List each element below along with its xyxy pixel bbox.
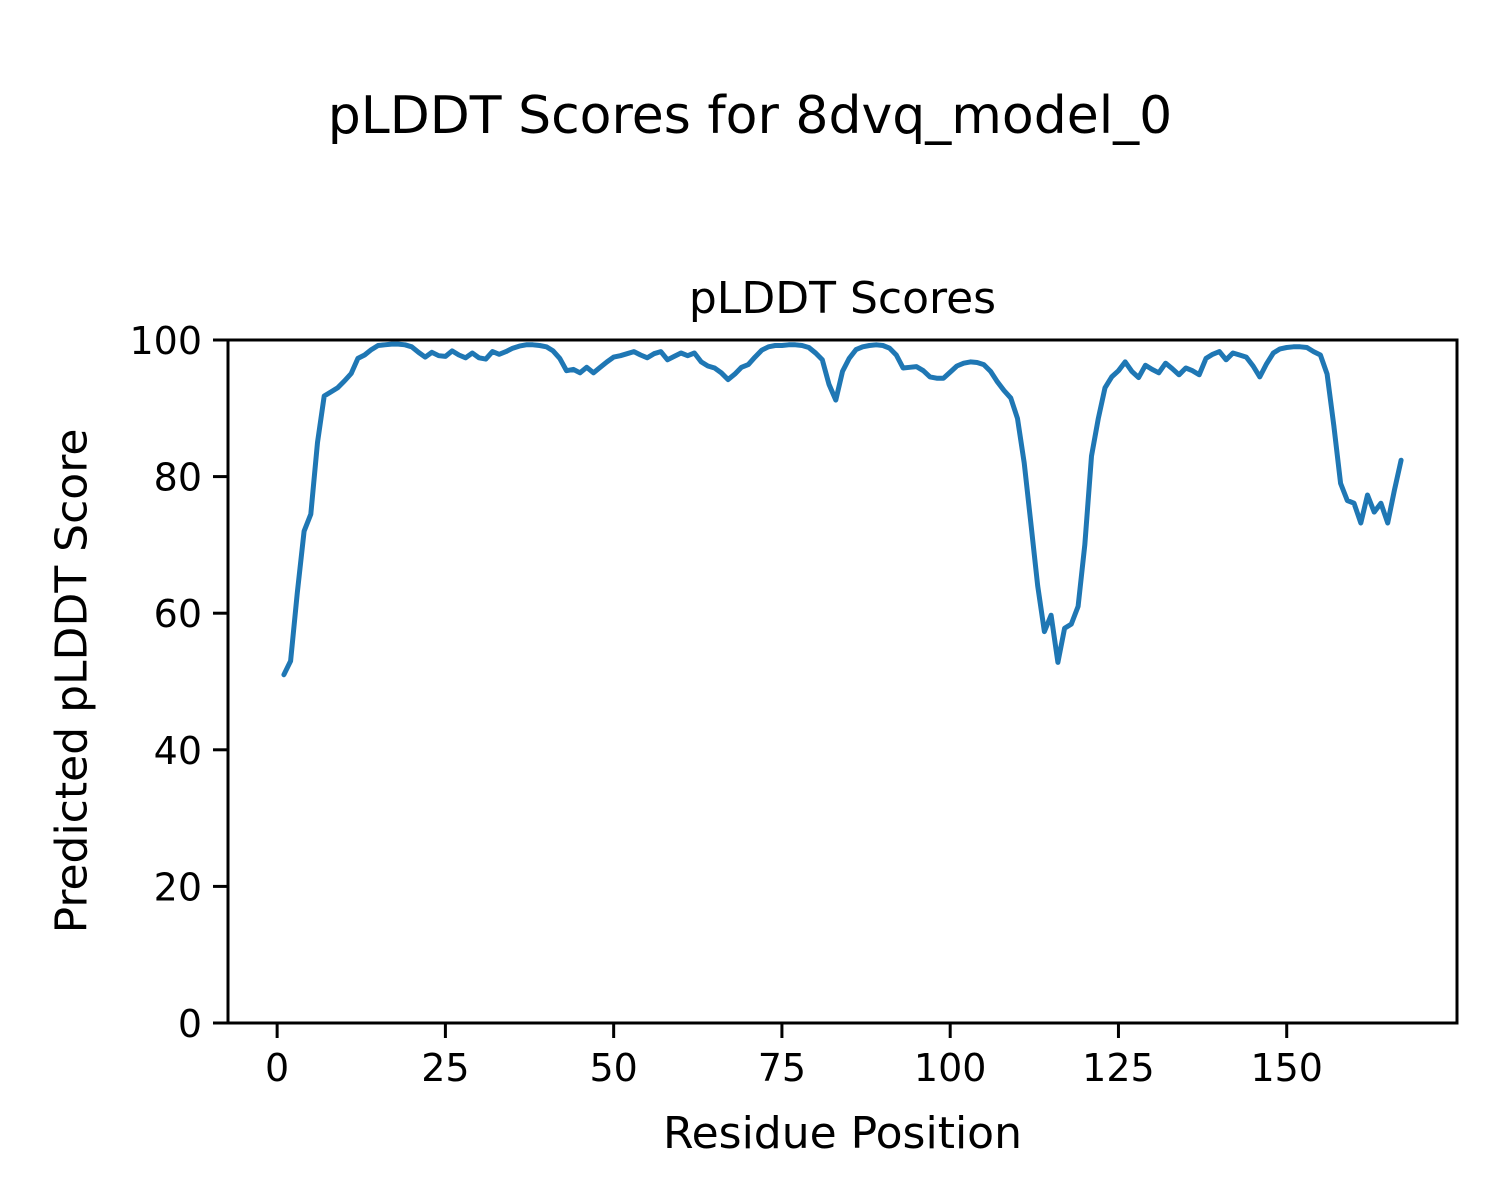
y-tick-label: 60 — [154, 592, 202, 636]
figure-title: pLDDT Scores for 8dvq_model_0 — [327, 86, 1173, 146]
y-axis-label: Predicted pLDDT Score — [46, 428, 98, 934]
y-tick-label: 40 — [154, 729, 202, 773]
y-tick-label: 0 — [178, 1002, 202, 1046]
axes-title: pLDDT Scores — [688, 273, 997, 324]
axes-frame — [226, 338, 1459, 1025]
y-tick-label: 100 — [129, 319, 202, 363]
plddt-line — [281, 341, 1404, 678]
x-tick-label: 50 — [589, 1046, 637, 1090]
x-tick-label: 0 — [265, 1046, 289, 1090]
x-tick-label: 150 — [1250, 1046, 1323, 1090]
x-tick-label: 75 — [758, 1046, 806, 1090]
x-tick-label: 125 — [1082, 1046, 1155, 1090]
x-tick-label: 25 — [421, 1046, 469, 1090]
y-tick-label: 80 — [154, 456, 202, 500]
x-axis-label: Residue Position — [662, 1108, 1022, 1159]
x-tick-label: 100 — [914, 1046, 987, 1090]
y-tick-label: 20 — [154, 865, 202, 909]
